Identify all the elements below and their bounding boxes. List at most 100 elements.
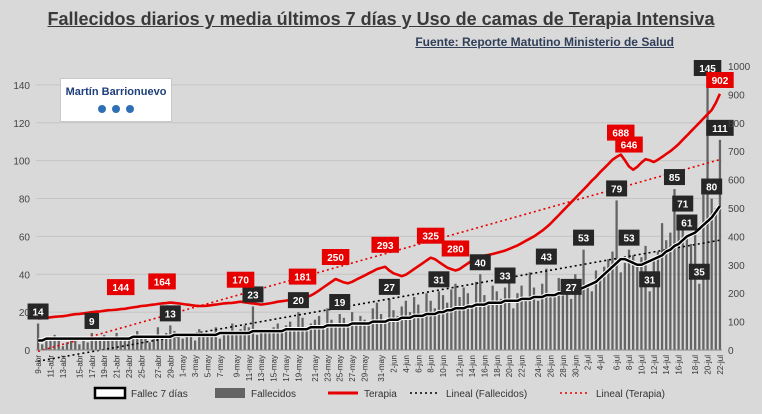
bar-fallecidos bbox=[388, 298, 391, 350]
bar-fallecidos bbox=[384, 321, 387, 350]
data-label-text: 688 bbox=[612, 129, 629, 140]
x-tick-label: 28-jun bbox=[559, 355, 568, 377]
x-tick-label: 9-may bbox=[232, 355, 241, 377]
bar-fallecidos bbox=[508, 279, 511, 350]
data-label-text: 111 bbox=[712, 124, 728, 135]
data-label-terapia: 293 bbox=[371, 236, 399, 253]
bar-fallecidos bbox=[524, 296, 527, 350]
bar-fallecidos bbox=[103, 334, 106, 350]
bar-fallecidos bbox=[698, 283, 701, 350]
youtube-icon bbox=[126, 105, 135, 113]
bar-fallecidos bbox=[516, 293, 519, 350]
x-tick-label: 4-jul bbox=[596, 355, 605, 370]
bar-fallecidos bbox=[107, 340, 110, 350]
data-label-box bbox=[618, 229, 640, 246]
x-tick-label: 22-jun bbox=[518, 355, 527, 377]
bar-fallecidos bbox=[454, 283, 457, 350]
bar-fallecidos bbox=[338, 314, 341, 350]
x-tick-label: 19-may bbox=[294, 355, 303, 382]
data-label-fallecidos: 31 bbox=[639, 271, 661, 288]
data-label-fallecidos: 33 bbox=[494, 267, 516, 284]
x-tick-label: 2-jun bbox=[389, 355, 398, 373]
bar-fallecidos bbox=[392, 310, 395, 350]
bar-fallecidos bbox=[565, 291, 569, 350]
data-label-fallecidos: 9 bbox=[84, 312, 100, 329]
data-label-fallecidos: 40 bbox=[469, 254, 491, 271]
data-label-box bbox=[84, 312, 100, 329]
bar-fallecidos bbox=[474, 281, 478, 350]
data-label-box bbox=[329, 294, 351, 311]
bar-fallecidos bbox=[421, 314, 424, 350]
bar-fallecidos bbox=[495, 291, 498, 350]
bar-fallecidos bbox=[640, 257, 643, 350]
data-label-text: 293 bbox=[377, 241, 394, 252]
bar-fallecidos bbox=[417, 304, 420, 350]
bar-fallecidos bbox=[218, 338, 222, 350]
x-tick-label: 12-jun bbox=[456, 355, 465, 377]
x-tick-label: 19-abr bbox=[100, 355, 109, 378]
x-tick-label: 14-jun bbox=[468, 355, 477, 377]
data-label-text: 31 bbox=[433, 275, 445, 286]
bar-fallecidos bbox=[603, 266, 606, 350]
data-label-terapia: 325 bbox=[416, 227, 445, 244]
bar-fallecidos bbox=[247, 327, 250, 350]
bar-fallecidos bbox=[532, 287, 536, 350]
bar-fallecidos bbox=[309, 323, 312, 350]
data-label-terapia: 164 bbox=[148, 273, 176, 290]
data-label-text: 35 bbox=[694, 268, 706, 279]
data-label-terapia: 280 bbox=[441, 240, 470, 257]
bar-fallecidos bbox=[553, 296, 556, 350]
bar-fallecidos bbox=[227, 332, 230, 350]
data-label-box bbox=[148, 273, 176, 290]
data-label-box bbox=[663, 169, 685, 186]
bar-fallecidos bbox=[499, 298, 503, 350]
data-label-fallecidos: 35 bbox=[688, 263, 710, 280]
bar-fallecidos bbox=[710, 198, 713, 350]
data-label-text: 53 bbox=[578, 234, 590, 245]
y-left-tick-label: 0 bbox=[24, 346, 30, 357]
bar-fallecidos bbox=[222, 331, 226, 350]
bar-fallecidos bbox=[611, 251, 614, 350]
bar-fallecidos bbox=[375, 302, 379, 350]
bar-fallecidos bbox=[235, 334, 238, 350]
y-right-tick-label: 400 bbox=[728, 232, 745, 243]
x-tick-label: 16-jun bbox=[480, 355, 489, 377]
bar-fallecidos bbox=[289, 321, 292, 350]
x-tick-label: 25-abr bbox=[137, 355, 146, 378]
data-label-fallecidos: 53 bbox=[573, 229, 595, 246]
x-tick-label: 30-jun bbox=[571, 355, 580, 377]
bar-fallecidos bbox=[74, 336, 77, 350]
data-label-text: 19 bbox=[334, 298, 346, 309]
x-tick-label: 31-may bbox=[377, 355, 386, 382]
bar-fallecidos bbox=[487, 300, 490, 350]
y-left-tick-label: 40 bbox=[19, 270, 31, 281]
data-label-box bbox=[615, 136, 643, 153]
x-tick-label: 15-abr bbox=[75, 355, 84, 378]
bar-fallecidos bbox=[665, 240, 668, 350]
bar-fallecidos bbox=[570, 298, 573, 350]
data-label-fallecidos: 27 bbox=[378, 278, 400, 295]
bar-fallecidos bbox=[49, 338, 52, 350]
data-label-fallecidos: 79 bbox=[606, 180, 628, 197]
x-tick-label: 16-jul bbox=[675, 355, 684, 375]
data-label-text: 27 bbox=[384, 283, 396, 294]
bar-fallecidos bbox=[123, 336, 126, 350]
data-label-box bbox=[676, 214, 698, 231]
x-tick-label: 6-jul bbox=[613, 355, 622, 370]
bar-fallecidos bbox=[627, 249, 631, 350]
bar-fallecidos bbox=[586, 283, 589, 350]
bar-fallecidos bbox=[260, 331, 263, 350]
y-right-tick-label: 1000 bbox=[728, 62, 751, 73]
x-tick-label: 29-abr bbox=[166, 355, 175, 378]
bar-fallecidos bbox=[363, 319, 366, 350]
bar-fallecidos bbox=[131, 334, 135, 350]
bar-fallecidos bbox=[160, 338, 164, 350]
social-icons bbox=[61, 100, 171, 118]
legend-item-lineal-fallecidos: Lineal (Fallecidos) bbox=[410, 389, 527, 400]
bar-fallecidos bbox=[367, 325, 370, 350]
bar-fallecidos bbox=[400, 306, 403, 350]
data-label-box bbox=[378, 278, 400, 295]
bar-fallecidos bbox=[561, 285, 565, 350]
data-label-box bbox=[688, 263, 710, 280]
data-label-fallecidos: 80 bbox=[701, 178, 723, 195]
